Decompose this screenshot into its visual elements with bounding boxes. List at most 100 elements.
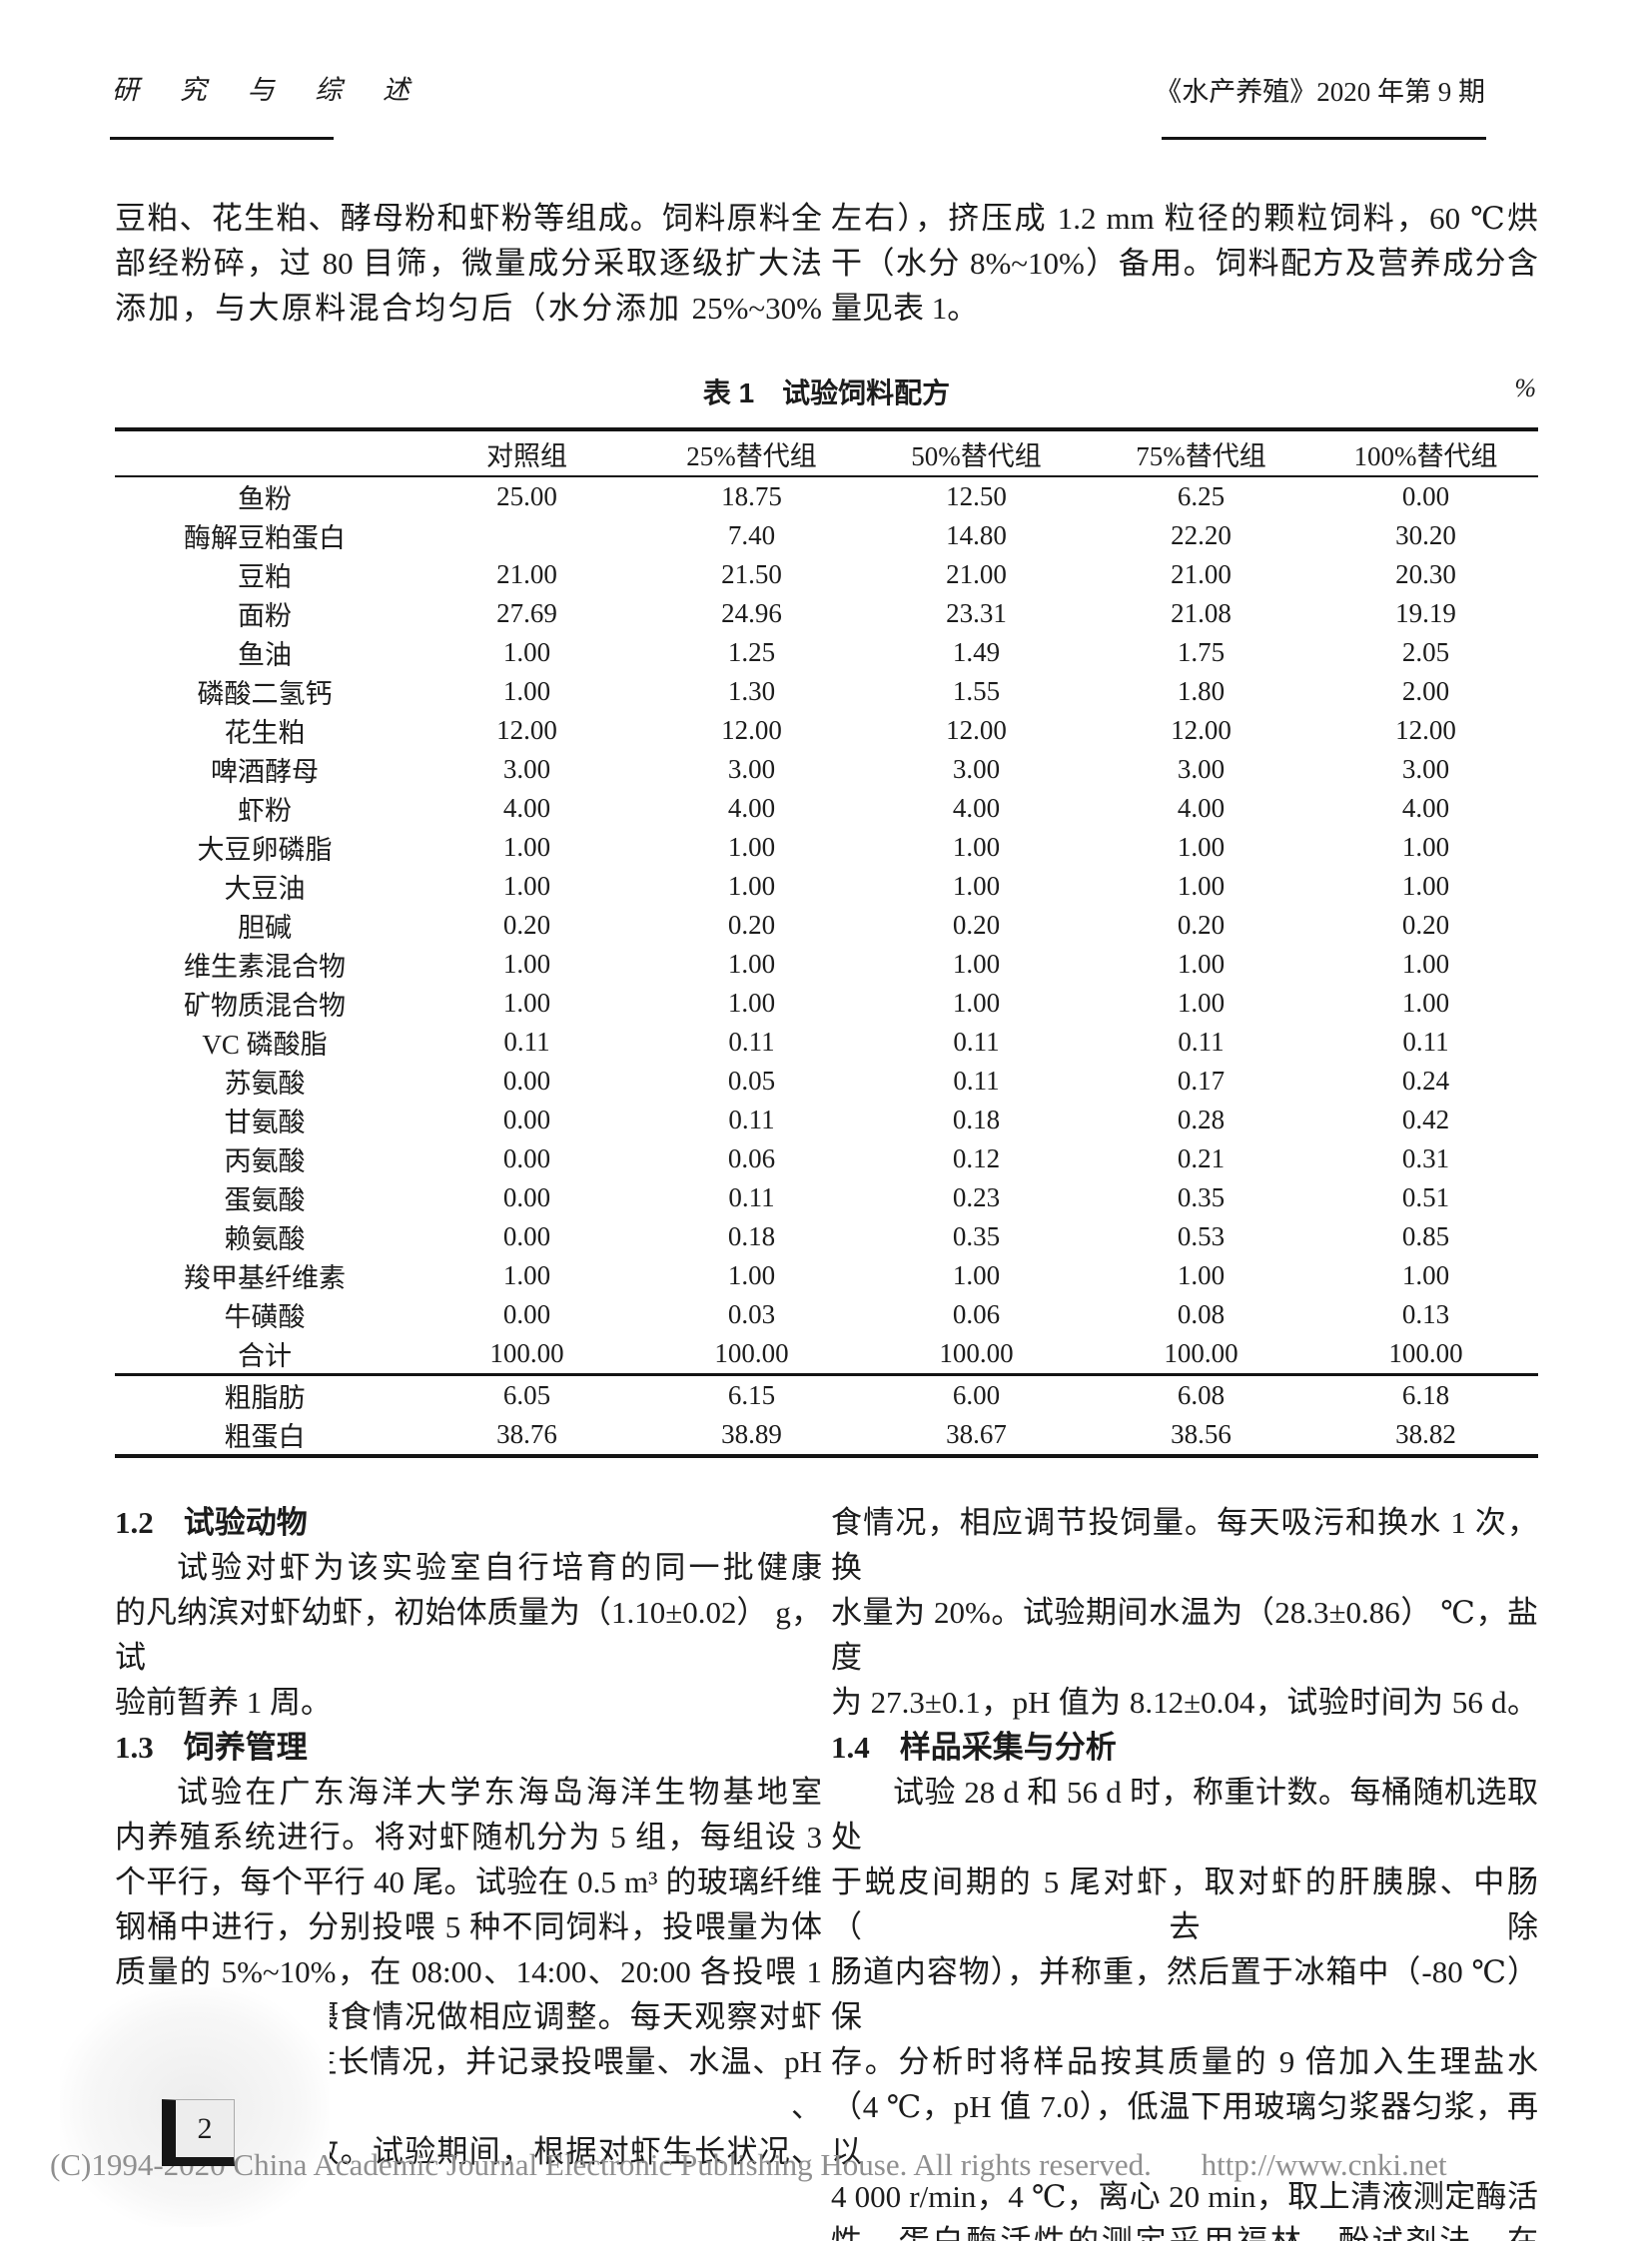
table-row: 花生粕 12.00 12.00 12.00 12.00 12.00 xyxy=(115,711,1538,750)
table-cell: 0.11 xyxy=(728,1182,775,1212)
ingredient-label: 羧甲基纤维素 xyxy=(184,1263,346,1293)
text-line: 试验 28 d 和 56 d 时，称重计数。每桶随机选取处 xyxy=(831,1775,1538,1855)
ingredient-label: 蛋氨酸 xyxy=(224,1185,306,1215)
table-cell: 1.00 xyxy=(1177,832,1226,862)
table-cell: 12.00 xyxy=(496,715,557,745)
ingredient-label: 丙氨酸 xyxy=(224,1146,306,1176)
table-cell: 0.20 xyxy=(1177,910,1226,940)
table-row: 粗蛋白 38.76 38.89 38.67 38.56 38.82 xyxy=(115,1415,1538,1456)
table-cell: 1.00 xyxy=(502,871,551,901)
table-cell: 1.00 xyxy=(502,832,551,862)
header-rule-right xyxy=(1162,137,1486,140)
table-cell: 38.89 xyxy=(721,1419,782,1449)
table-cell: 12.00 xyxy=(1395,715,1456,745)
table-cell: 1.00 xyxy=(1401,1260,1450,1290)
table-cell: 18.75 xyxy=(721,481,782,511)
table-cell: 0.11 xyxy=(953,1066,1000,1096)
table-cell: 2.05 xyxy=(1401,637,1450,667)
table-cell: 3.00 xyxy=(727,754,776,784)
table-row: 胆碱 0.20 0.20 0.20 0.20 0.20 xyxy=(115,906,1538,945)
feed-formula-table: 对照组 25%替代组 50%替代组 75%替代组 100%替代组 鱼粉 25.00 18.7… xyxy=(115,427,1538,1458)
table-cell: 38.82 xyxy=(1395,1419,1456,1449)
text-line: 试验对虾为该实验室自行培育的同一批健康 xyxy=(177,1550,822,1585)
table-cell: 1.00 xyxy=(1177,988,1226,1018)
table-cell: 6.05 xyxy=(502,1380,551,1410)
header-rule-left xyxy=(110,137,334,140)
text-line: 试验在广东海洋大学东海岛海洋生物基地室 xyxy=(177,1775,822,1810)
table-header-row: 对照组 25%替代组 50%替代组 75%替代组 100%替代组 xyxy=(115,429,1538,476)
table-row: 鱼粉 25.00 18.75 12.50 6.25 0.00 xyxy=(115,476,1538,516)
table-cell: 1.00 xyxy=(727,1260,776,1290)
table-cell: 0.13 xyxy=(1401,1299,1450,1329)
table-cell: 0.00 xyxy=(502,1299,551,1329)
table-cell: 1.80 xyxy=(1177,676,1226,706)
table-row: 合计 100.00 100.00 100.00 100.00 100.00 xyxy=(115,1334,1538,1375)
section-heading: 1.3 饲养管理 xyxy=(115,1725,822,1770)
table-cell: 1.00 xyxy=(952,1260,1001,1290)
table-cell: 1.75 xyxy=(1177,637,1226,667)
text-line: 的凡纳滨对虾幼虾，初始体质量为（1.10±0.02） g，试 xyxy=(115,1595,822,1675)
table-cell: 1.00 xyxy=(1401,832,1450,862)
table-row: 啤酒酵母 3.00 3.00 3.00 3.00 3.00 xyxy=(115,750,1538,789)
table-row: 苏氨酸 0.00 0.05 0.11 0.17 0.24 xyxy=(115,1062,1538,1101)
table-cell: 1.00 xyxy=(727,949,776,979)
table-cell: 1.00 xyxy=(952,832,1001,862)
table-cell: 4.00 xyxy=(1177,793,1226,823)
table-cell: 1.00 xyxy=(502,988,551,1018)
table-cell: 22.20 xyxy=(1171,520,1232,550)
table-cell: 4.00 xyxy=(502,793,551,823)
table-cell: 100.00 xyxy=(1164,1338,1239,1368)
running-head-section: 研 究 与 综 述 xyxy=(112,75,426,105)
table-cell: 1.00 xyxy=(1177,949,1226,979)
section-heading: 1.2 试验动物 xyxy=(115,1500,822,1545)
text-line: 肠道内容物），并称重，然后置于冰箱中（-80 ℃）保 xyxy=(831,1954,1538,2034)
ingredient-label: 面粉 xyxy=(238,601,292,631)
section-title: 饲养管理 xyxy=(183,1730,308,1765)
table-cell: 12.00 xyxy=(1171,715,1232,745)
intro-column-left: 豆粕、花生粕、酵母粉和虾粉等组成。饲料原料全 部经粉碎，过 80 目筛，微量成分采… xyxy=(115,196,822,331)
text-line: 于蜕皮间期的 5 尾对虾，取对虾的肝胰腺、中肠（去除 xyxy=(831,1865,1538,1944)
text-line: 验前暂养 1 周。 xyxy=(115,1685,332,1720)
ingredient-label: 酶解豆粕蛋白 xyxy=(184,523,346,553)
table-cell: 6.18 xyxy=(1401,1380,1450,1410)
ingredient-label: 维生素混合物 xyxy=(184,952,346,982)
table-row: 虾粉 4.00 4.00 4.00 4.00 4.00 xyxy=(115,789,1538,828)
ingredient-label: 花生粕 xyxy=(224,718,306,748)
table-row: 蛋氨酸 0.00 0.11 0.23 0.35 0.51 xyxy=(115,1178,1538,1217)
ingredient-label: 甘氨酸 xyxy=(224,1108,306,1137)
table-cell: 4.00 xyxy=(952,793,1001,823)
ingredient-label: 啤酒酵母 xyxy=(211,757,319,787)
ingredient-label: 矿物质混合物 xyxy=(184,991,346,1021)
table-cell: 0.00 xyxy=(502,1182,551,1212)
ingredient-label: 豆粕 xyxy=(238,562,292,592)
table-cell xyxy=(414,516,639,555)
table-unit-label: % xyxy=(1514,374,1536,402)
table-caption: 表 1 试验饲料配方 xyxy=(702,377,951,408)
text-line: 内养殖系统进行。将对虾随机分为 5 组，每组设 3 xyxy=(115,1820,822,1855)
table-cell: 0.35 xyxy=(1177,1182,1226,1212)
ingredient-label: 鱼粉 xyxy=(238,484,292,514)
table-column-header: 100%替代组 xyxy=(1353,440,1498,471)
table-cell: 1.30 xyxy=(727,676,776,706)
table-cell: 0.00 xyxy=(1401,481,1450,511)
table-cell: 1.00 xyxy=(1401,871,1450,901)
table-cell: 12.00 xyxy=(946,715,1007,745)
table-column-header xyxy=(115,429,414,476)
table-row: 矿物质混合物 1.00 1.00 1.00 1.00 1.00 xyxy=(115,984,1538,1023)
table-cell: 20.30 xyxy=(1395,559,1456,589)
table-cell: 21.08 xyxy=(1171,598,1232,628)
table-column-header: 25%替代组 xyxy=(686,440,817,471)
table-cell: 4.00 xyxy=(1401,793,1450,823)
table-cell: 3.00 xyxy=(1177,754,1226,784)
ingredient-label: 赖氨酸 xyxy=(224,1224,306,1254)
table-cell: 0.31 xyxy=(1401,1143,1450,1173)
table-cell: 0.51 xyxy=(1401,1182,1450,1212)
ingredient-label: 牛磺酸 xyxy=(224,1302,306,1332)
section-heading: 1.4 样品采集与分析 xyxy=(831,1725,1538,1770)
table-cell: 4.00 xyxy=(727,793,776,823)
table-cell: 1.00 xyxy=(952,988,1001,1018)
table-cell: 0.06 xyxy=(727,1143,776,1173)
text-line: （4 ℃，pH 值 7.0），低温下用玻璃匀浆器匀浆，再以 xyxy=(831,2089,1538,2169)
ingredient-label: 大豆油 xyxy=(224,874,306,904)
text-line: 为 27.3±0.1，pH 值为 8.12±0.04，试验时间为 56 d。 xyxy=(831,1685,1538,1720)
